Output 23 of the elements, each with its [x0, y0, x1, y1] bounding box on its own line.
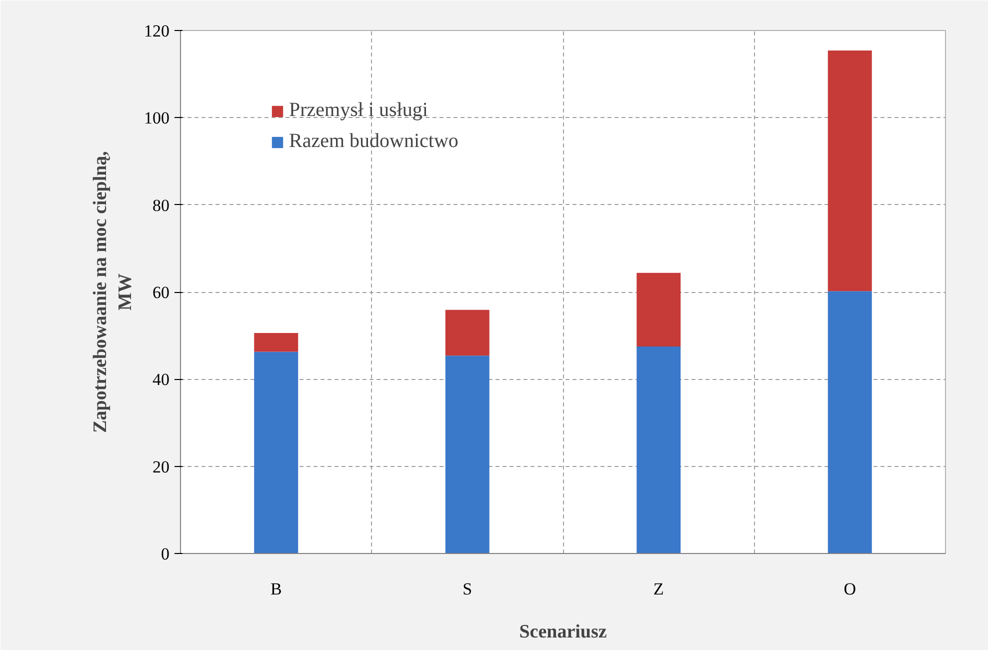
- y-tick-label: 40: [152, 370, 170, 390]
- bar: [636, 272, 681, 346]
- legend-label: Przemysł i usługi: [289, 99, 428, 122]
- x-tick-label: S: [462, 580, 472, 598]
- y-tick-label: 20: [152, 457, 170, 476]
- bar: [254, 332, 298, 352]
- y-tick-label: 120: [144, 22, 170, 40]
- x-tick-label: Z: [653, 580, 664, 598]
- bar: [445, 356, 490, 554]
- y-tick-label: 0: [161, 544, 170, 564]
- x-axis-title: Scenariusz: [519, 622, 608, 642]
- bar: [636, 346, 681, 554]
- y-axis-title: Zapotrzebowaanie na moc cieplną, MW: [90, 150, 136, 433]
- legend-label: Razem budownictwo: [289, 130, 458, 153]
- y-tick-label: 60: [152, 283, 170, 302]
- bar: [445, 310, 490, 356]
- bar: [828, 291, 872, 554]
- bar: [254, 352, 298, 554]
- x-tick-label: B: [270, 580, 282, 598]
- y-tick-label: 100: [144, 108, 170, 128]
- x-tick-label: O: [844, 580, 856, 598]
- bar: [828, 50, 872, 292]
- y-tick-label: 80: [152, 196, 170, 215]
